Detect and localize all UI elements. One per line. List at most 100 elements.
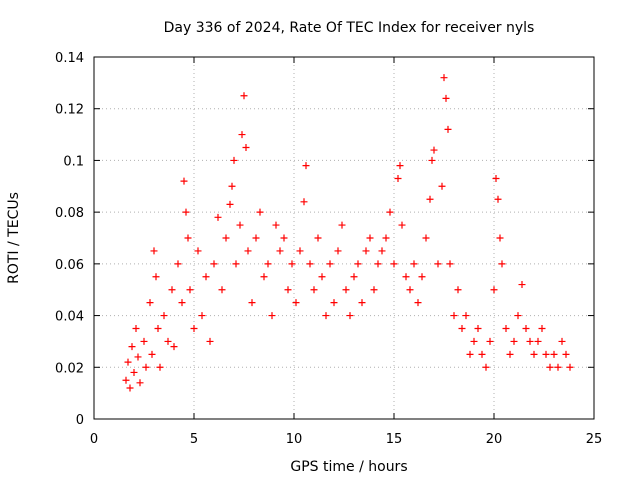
data-point <box>366 234 374 242</box>
data-point <box>518 281 526 289</box>
data-point <box>414 299 422 307</box>
data-point <box>202 273 210 281</box>
data-point <box>390 260 398 268</box>
data-point <box>462 312 470 320</box>
data-point <box>122 376 130 384</box>
data-point <box>382 234 390 242</box>
data-point <box>218 286 226 294</box>
data-point <box>174 260 182 268</box>
data-point <box>150 247 158 255</box>
data-point <box>378 247 386 255</box>
data-point <box>180 177 188 185</box>
data-point <box>498 260 506 268</box>
data-point <box>458 325 466 332</box>
data-point <box>554 363 562 371</box>
data-point <box>134 353 142 361</box>
data-point <box>426 195 434 203</box>
data-point <box>534 337 542 345</box>
data-point <box>494 195 502 203</box>
y-tick-label: 0 <box>76 413 84 428</box>
data-point <box>430 146 438 154</box>
data-point <box>190 325 198 332</box>
x-tick-label: 5 <box>190 432 198 447</box>
data-point <box>164 337 172 345</box>
data-point <box>198 312 206 320</box>
data-point <box>338 221 346 229</box>
data-point <box>374 260 382 268</box>
data-point <box>152 273 160 281</box>
data-point <box>230 156 238 164</box>
data-point <box>330 299 338 307</box>
data-point <box>288 260 296 268</box>
data-point <box>474 325 482 332</box>
data-point <box>268 312 276 320</box>
data-point <box>252 234 260 242</box>
data-point <box>558 337 566 345</box>
plot-frame <box>93 56 595 420</box>
data-point <box>470 337 478 345</box>
data-point <box>418 273 426 281</box>
data-point <box>236 221 244 229</box>
data-point <box>264 260 272 268</box>
data-point <box>434 260 442 268</box>
data-point <box>142 363 150 371</box>
y-axis-label: ROTI / TECUs <box>6 192 22 284</box>
data-point <box>350 273 358 281</box>
data-point <box>132 325 140 332</box>
y-tick-label: 0.02 <box>55 361 84 376</box>
x-tick-label: 15 <box>386 432 403 447</box>
data-point <box>300 198 308 206</box>
data-point <box>240 92 248 100</box>
data-point <box>310 286 318 294</box>
data-point <box>214 213 222 221</box>
y-tick-label: 0.08 <box>55 206 84 221</box>
data-point <box>514 312 522 320</box>
data-point <box>280 234 288 242</box>
x-tick-label: 0 <box>90 432 98 447</box>
data-point <box>248 299 256 307</box>
data-point <box>126 384 134 392</box>
x-axis-ticks: 0 5 10 15 20 25 <box>90 57 602 447</box>
data-point <box>160 312 168 320</box>
data-point <box>466 350 474 358</box>
data-point <box>450 312 458 320</box>
data-point <box>444 125 452 133</box>
data-point <box>346 312 354 320</box>
data-point <box>334 247 342 255</box>
data-point <box>440 74 448 82</box>
data-point <box>428 156 436 164</box>
data-point <box>446 260 454 268</box>
data-point <box>422 234 430 242</box>
data-points <box>122 74 574 392</box>
data-point <box>402 273 410 281</box>
data-point <box>168 286 176 294</box>
data-point <box>482 363 490 371</box>
data-point <box>284 286 292 294</box>
data-point <box>136 379 144 387</box>
data-point <box>442 94 450 102</box>
data-point <box>354 260 362 268</box>
data-point <box>146 299 154 307</box>
x-axis-label: GPS time / hours <box>290 459 407 475</box>
data-point <box>272 221 280 229</box>
data-point <box>478 350 486 358</box>
data-point <box>358 299 366 307</box>
data-point <box>510 337 518 345</box>
grid-lines <box>94 57 594 419</box>
chart-title: Day 336 of 2024, Rate Of TEC Index for r… <box>164 20 535 36</box>
data-point <box>154 325 162 332</box>
data-point <box>370 286 378 294</box>
y-axis-ticks: 0 0.02 0.04 0.06 0.08 0.1 0.12 0.14 <box>55 51 594 428</box>
data-point <box>490 286 498 294</box>
data-point <box>228 182 236 190</box>
data-point <box>276 247 284 255</box>
data-point <box>292 299 300 307</box>
data-point <box>232 260 240 268</box>
data-point <box>398 221 406 229</box>
data-point <box>184 234 192 242</box>
data-point <box>410 260 418 268</box>
data-point <box>130 368 138 376</box>
data-point <box>148 350 156 358</box>
data-point <box>396 162 404 170</box>
